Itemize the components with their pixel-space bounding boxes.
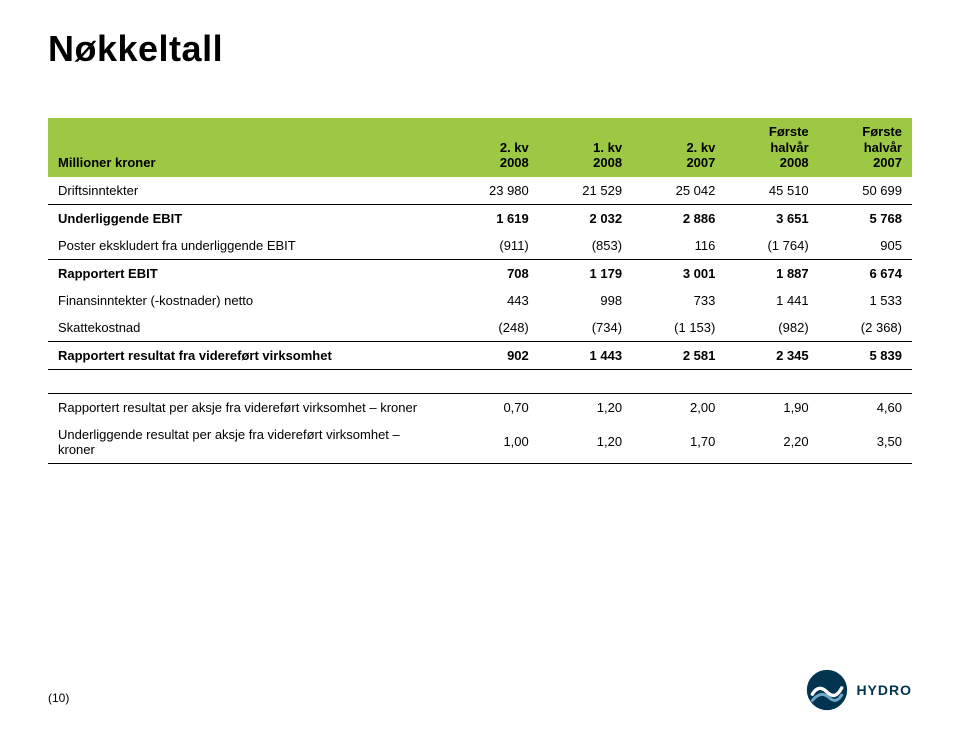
table-row: Underliggende resultat per aksje fra vid… <box>48 421 912 464</box>
row-label: Underliggende EBIT <box>48 204 445 232</box>
cell-value: 2,20 <box>725 421 818 464</box>
hydro-logo-icon <box>806 669 848 711</box>
cell-value: 1,20 <box>539 421 632 464</box>
cell-value: 5 768 <box>819 204 912 232</box>
table-row: Rapportert EBIT7081 1793 0011 8876 674 <box>48 259 912 287</box>
cell-value: 3 651 <box>725 204 818 232</box>
page-number: (10) <box>48 691 69 705</box>
cell-value: 1,00 <box>445 421 538 464</box>
cell-value: 1,90 <box>725 393 818 421</box>
cell-value: 1 619 <box>445 204 538 232</box>
cell-value: 50 699 <box>819 177 912 205</box>
cell-value: 116 <box>632 232 725 260</box>
cell-value: 3 001 <box>632 259 725 287</box>
cell-value: (734) <box>539 314 632 342</box>
row-label: Rapportert resultat fra videreført virks… <box>48 341 445 369</box>
header-col-3: 2. kv 2007 <box>632 118 725 177</box>
cell-value: 2 581 <box>632 341 725 369</box>
cell-value: 25 042 <box>632 177 725 205</box>
row-label: Finansinntekter (-kostnader) netto <box>48 287 445 314</box>
table-row: Poster ekskludert fra underliggende EBIT… <box>48 232 912 260</box>
cell-value: 21 529 <box>539 177 632 205</box>
key-figures-table: Millioner kroner 2. kv 2008 1. kv 2008 2… <box>48 118 912 464</box>
cell-value: 1 533 <box>819 287 912 314</box>
cell-value: 1,70 <box>632 421 725 464</box>
cell-value: (1 764) <box>725 232 818 260</box>
cell-value: 5 839 <box>819 341 912 369</box>
cell-value: 4,60 <box>819 393 912 421</box>
cell-value: 1 441 <box>725 287 818 314</box>
cell-value: 708 <box>445 259 538 287</box>
cell-value: (1 153) <box>632 314 725 342</box>
cell-value: 2 345 <box>725 341 818 369</box>
row-label: Rapportert EBIT <box>48 259 445 287</box>
row-label: Skattekostnad <box>48 314 445 342</box>
brand-logo: HYDRO <box>806 669 912 711</box>
header-col-4: Første halvår 2008 <box>725 118 818 177</box>
cell-value: 0,70 <box>445 393 538 421</box>
table-header-row: Millioner kroner 2. kv 2008 1. kv 2008 2… <box>48 118 912 177</box>
cell-value: 998 <box>539 287 632 314</box>
brand-logo-text: HYDRO <box>856 682 912 698</box>
cell-value: 23 980 <box>445 177 538 205</box>
cell-value: 1,20 <box>539 393 632 421</box>
table-row: Rapportert resultat per aksje fra videre… <box>48 393 912 421</box>
row-label: Poster ekskludert fra underliggende EBIT <box>48 232 445 260</box>
table-row: Finansinntekter (-kostnader) netto443998… <box>48 287 912 314</box>
cell-value: (248) <box>445 314 538 342</box>
table-body-secondary: Rapportert resultat per aksje fra videre… <box>48 393 912 463</box>
header-col-1: 2. kv 2008 <box>445 118 538 177</box>
row-label: Driftsinntekter <box>48 177 445 205</box>
cell-value: (853) <box>539 232 632 260</box>
cell-value: (2 368) <box>819 314 912 342</box>
row-label: Rapportert resultat per aksje fra videre… <box>48 393 445 421</box>
table-row: Skattekostnad(248)(734)(1 153)(982)(2 36… <box>48 314 912 342</box>
cell-value: 2 886 <box>632 204 725 232</box>
cell-value: 1 443 <box>539 341 632 369</box>
header-col-5: Første halvår 2007 <box>819 118 912 177</box>
cell-value: 1 179 <box>539 259 632 287</box>
cell-value: 2 032 <box>539 204 632 232</box>
cell-value: 45 510 <box>725 177 818 205</box>
page: Nøkkeltall Millioner kroner 2. kv 2008 1… <box>0 0 960 729</box>
cell-value: 905 <box>819 232 912 260</box>
table-row: Driftsinntekter23 98021 52925 04245 5105… <box>48 177 912 205</box>
cell-value: 6 674 <box>819 259 912 287</box>
cell-value: 443 <box>445 287 538 314</box>
cell-value: 2,00 <box>632 393 725 421</box>
table-row: Rapportert resultat fra videreført virks… <box>48 341 912 369</box>
cell-value: 3,50 <box>819 421 912 464</box>
cell-value: (982) <box>725 314 818 342</box>
table-body-main: Driftsinntekter23 98021 52925 04245 5105… <box>48 177 912 370</box>
header-col-2: 1. kv 2008 <box>539 118 632 177</box>
cell-value: 733 <box>632 287 725 314</box>
table-spacer <box>48 369 912 393</box>
header-rowlabel: Millioner kroner <box>48 118 445 177</box>
page-title: Nøkkeltall <box>48 28 912 70</box>
cell-value: 1 887 <box>725 259 818 287</box>
table-row: Underliggende EBIT1 6192 0322 8863 6515 … <box>48 204 912 232</box>
row-label: Underliggende resultat per aksje fra vid… <box>48 421 445 464</box>
cell-value: (911) <box>445 232 538 260</box>
cell-value: 902 <box>445 341 538 369</box>
